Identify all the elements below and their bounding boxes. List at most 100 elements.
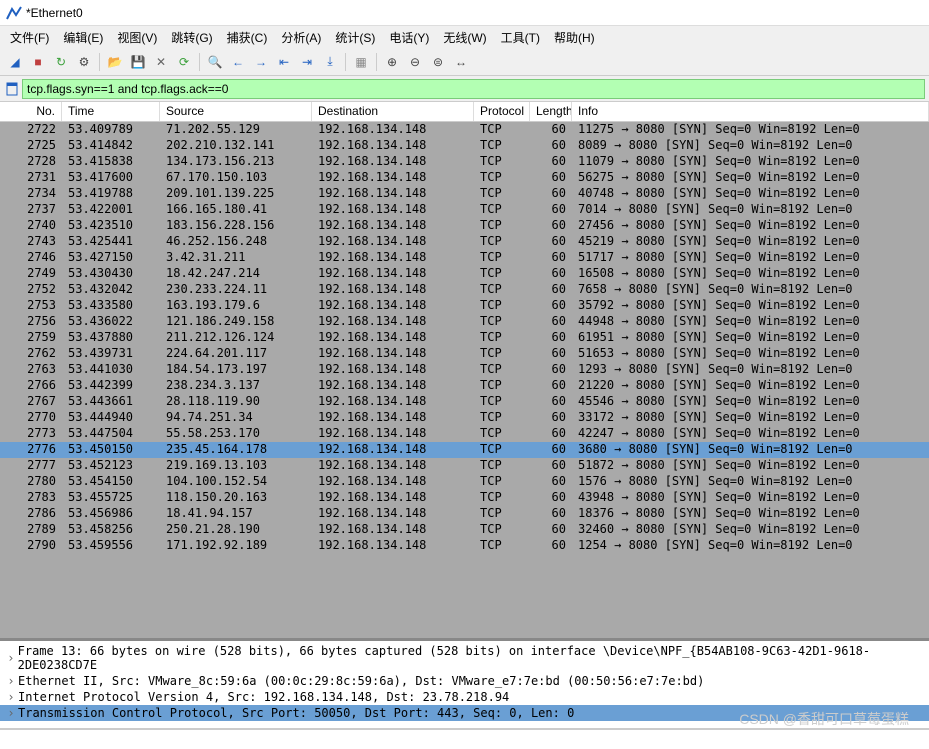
packet-row[interactable]: 273753.422001166.165.180.41192.168.134.1… — [0, 202, 929, 218]
restart-capture-icon[interactable]: ↻ — [50, 51, 72, 73]
packet-row[interactable]: 272253.40978971.202.55.129192.168.134.14… — [0, 122, 929, 138]
zoom-reset-icon[interactable]: ⊜ — [427, 51, 449, 73]
go-last-icon[interactable]: ⇥ — [296, 51, 318, 73]
menu-item-4[interactable]: 捕获(C) — [221, 27, 274, 48]
packet-cell: 60 — [530, 410, 572, 426]
packet-row[interactable]: 276353.441030184.54.173.197192.168.134.1… — [0, 362, 929, 378]
filter-bar — [0, 76, 929, 102]
packet-cell: TCP — [474, 202, 530, 218]
expand-icon[interactable]: › — [4, 706, 18, 720]
menu-item-6[interactable]: 统计(S) — [329, 27, 381, 48]
packet-row[interactable]: 274953.43043018.42.247.214192.168.134.14… — [0, 266, 929, 282]
packet-row[interactable]: 278953.458256250.21.28.190192.168.134.14… — [0, 522, 929, 538]
packet-cell: 211.212.126.124 — [160, 330, 312, 346]
packet-row[interactable]: 274353.42544146.252.156.248192.168.134.1… — [0, 234, 929, 250]
packet-row[interactable]: 276753.44366128.118.119.90192.168.134.14… — [0, 394, 929, 410]
packet-cell: 60 — [530, 458, 572, 474]
close-file-icon[interactable]: ✕ — [150, 51, 172, 73]
packet-row[interactable]: 276653.442399238.234.3.137192.168.134.14… — [0, 378, 929, 394]
zoom-in-icon[interactable]: ⊕ — [381, 51, 403, 73]
start-capture-icon[interactable]: ◢ — [4, 51, 26, 73]
menu-item-3[interactable]: 跳转(G) — [165, 27, 218, 48]
packet-list-pane[interactable]: No.TimeSourceDestinationProtocolLengthIn… — [0, 102, 929, 641]
column-header-len[interactable]: Length — [530, 102, 572, 121]
packet-cell: 134.173.156.213 — [160, 154, 312, 170]
detail-tree-item[interactable]: ›Ethernet II, Src: VMware_8c:59:6a (00:0… — [0, 673, 929, 689]
packet-cell: 3.42.31.211 — [160, 250, 312, 266]
packet-cell: 60 — [530, 426, 572, 442]
packet-cell: 7658 → 8080 [SYN] Seq=0 Win=8192 Len=0 — [572, 282, 929, 298]
find-icon[interactable]: 🔍 — [204, 51, 226, 73]
detail-tree-item[interactable]: ›Transmission Control Protocol, Src Port… — [0, 705, 929, 721]
resize-cols-icon[interactable]: ↔ — [450, 51, 472, 73]
packet-cell: 53.436022 — [62, 314, 160, 330]
packet-cell: 8089 → 8080 [SYN] Seq=0 Win=8192 Len=0 — [572, 138, 929, 154]
filter-bookmark-icon[interactable] — [4, 81, 20, 97]
packet-cell: 60 — [530, 170, 572, 186]
packet-cell: 192.168.134.148 — [312, 314, 474, 330]
colorize-icon[interactable]: ▦ — [350, 51, 372, 73]
go-next-icon[interactable]: → — [250, 51, 272, 73]
display-filter-input[interactable] — [22, 79, 925, 99]
packet-row[interactable]: 273153.41760067.170.150.103192.168.134.1… — [0, 170, 929, 186]
column-header-dst[interactable]: Destination — [312, 102, 474, 121]
packet-row[interactable]: 274053.423510183.156.228.156192.168.134.… — [0, 218, 929, 234]
open-file-icon[interactable]: 📂 — [104, 51, 126, 73]
menu-item-7[interactable]: 电话(Y) — [383, 27, 435, 48]
column-header-time[interactable]: Time — [62, 102, 160, 121]
packet-cell: 67.170.150.103 — [160, 170, 312, 186]
reload-icon[interactable]: ⟳ — [173, 51, 195, 73]
stop-capture-icon[interactable]: ■ — [27, 51, 49, 73]
capture-options-icon[interactable]: ⚙ — [73, 51, 95, 73]
packet-row[interactable]: 274653.4271503.42.31.211192.168.134.148T… — [0, 250, 929, 266]
packet-details-pane[interactable]: ›Frame 13: 66 bytes on wire (528 bits), … — [0, 641, 929, 729]
packet-row[interactable]: 278653.45698618.41.94.157192.168.134.148… — [0, 506, 929, 522]
packet-row[interactable]: 277353.44750455.58.253.170192.168.134.14… — [0, 426, 929, 442]
detail-tree-item[interactable]: ›Frame 13: 66 bytes on wire (528 bits), … — [0, 643, 929, 673]
packet-row[interactable]: 272553.414842202.210.132.141192.168.134.… — [0, 138, 929, 154]
detail-text: Ethernet II, Src: VMware_8c:59:6a (00:0c… — [18, 674, 704, 688]
zoom-out-icon[interactable]: ⊖ — [404, 51, 426, 73]
packet-cell: 192.168.134.148 — [312, 426, 474, 442]
menu-item-1[interactable]: 编辑(E) — [57, 27, 109, 48]
packet-row[interactable]: 275653.436022121.186.249.158192.168.134.… — [0, 314, 929, 330]
packet-row[interactable]: 277653.450150235.45.164.178192.168.134.1… — [0, 442, 929, 458]
packet-row[interactable]: 276253.439731224.64.201.117192.168.134.1… — [0, 346, 929, 362]
packet-row[interactable]: 278053.454150104.100.152.54192.168.134.1… — [0, 474, 929, 490]
packet-cell: 55.58.253.170 — [160, 426, 312, 442]
column-header-src[interactable]: Source — [160, 102, 312, 121]
packet-cell: 53.419788 — [62, 186, 160, 202]
packet-bytes-pane[interactable] — [0, 729, 929, 749]
expand-icon[interactable]: › — [4, 674, 18, 688]
packet-row[interactable]: 278353.455725118.150.20.163192.168.134.1… — [0, 490, 929, 506]
column-header-no[interactable]: No. — [0, 102, 62, 121]
menu-item-9[interactable]: 工具(T) — [495, 27, 546, 48]
menu-item-0[interactable]: 文件(F) — [4, 27, 55, 48]
detail-tree-item[interactable]: ›Internet Protocol Version 4, Src: 192.1… — [0, 689, 929, 705]
expand-icon[interactable]: › — [4, 651, 18, 665]
packet-cell: 60 — [530, 250, 572, 266]
packet-cell: 2777 — [0, 458, 62, 474]
menu-item-2[interactable]: 视图(V) — [111, 27, 163, 48]
menu-item-5[interactable]: 分析(A) — [275, 27, 327, 48]
save-file-icon[interactable]: 💾 — [127, 51, 149, 73]
packet-cell: 53.456986 — [62, 506, 160, 522]
packet-row[interactable]: 277753.452123219.169.13.103192.168.134.1… — [0, 458, 929, 474]
go-first-icon[interactable]: ⇤ — [273, 51, 295, 73]
column-header-info[interactable]: Info — [572, 102, 929, 121]
packet-cell: 121.186.249.158 — [160, 314, 312, 330]
packet-row[interactable]: 273453.419788209.101.139.225192.168.134.… — [0, 186, 929, 202]
packet-row[interactable]: 272853.415838134.173.156.213192.168.134.… — [0, 154, 929, 170]
packet-row[interactable]: 275253.432042230.233.224.11192.168.134.1… — [0, 282, 929, 298]
packet-row[interactable]: 277053.44494094.74.251.34192.168.134.148… — [0, 410, 929, 426]
column-header-proto[interactable]: Protocol — [474, 102, 530, 121]
packet-row[interactable]: 279053.459556171.192.92.189192.168.134.1… — [0, 538, 929, 554]
packet-row[interactable]: 275953.437880211.212.126.124192.168.134.… — [0, 330, 929, 346]
expand-icon[interactable]: › — [4, 690, 18, 704]
menu-item-10[interactable]: 帮助(H) — [548, 27, 601, 48]
packet-cell: 53.417600 — [62, 170, 160, 186]
menu-item-8[interactable]: 无线(W) — [437, 27, 492, 48]
packet-row[interactable]: 275353.433580163.193.179.6192.168.134.14… — [0, 298, 929, 314]
auto-scroll-icon[interactable]: ⤓ — [319, 51, 341, 73]
go-prev-icon[interactable]: ← — [227, 51, 249, 73]
